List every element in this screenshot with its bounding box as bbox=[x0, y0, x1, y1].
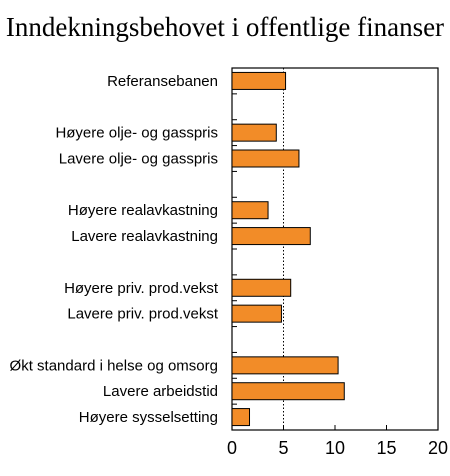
x-tick-label: 5 bbox=[278, 438, 288, 458]
bar bbox=[231, 71, 287, 90]
bar bbox=[231, 123, 277, 142]
category-label: Lavere arbeidstid bbox=[103, 383, 218, 400]
bar bbox=[231, 304, 282, 323]
category-label: Høyere priv. prod.vekst bbox=[64, 280, 219, 297]
bar bbox=[231, 408, 251, 427]
x-tick-label: 10 bbox=[325, 438, 345, 458]
x-tick-label: 15 bbox=[376, 438, 396, 458]
x-tick-label: 0 bbox=[227, 438, 237, 458]
chart-title: Inndekningsbehovet i offentlige finanser bbox=[6, 12, 444, 42]
bar bbox=[231, 278, 292, 297]
category-label: Lavere realavkastning bbox=[71, 228, 218, 245]
category-label: Høyere sysselsetting bbox=[79, 409, 218, 426]
category-label: Høyere olje- og gasspris bbox=[55, 125, 218, 142]
bar bbox=[231, 227, 311, 246]
category-label: Lavere olje- og gasspris bbox=[59, 151, 218, 168]
bar bbox=[231, 201, 269, 220]
bar bbox=[231, 356, 339, 375]
x-tick-label: 20 bbox=[428, 438, 448, 458]
category-label: Lavere priv. prod.vekst bbox=[67, 306, 218, 323]
category-label: Referansebanen bbox=[107, 73, 218, 90]
category-label: Økt standard i helse og omsorg bbox=[10, 357, 218, 374]
category-label: Høyere realavkastning bbox=[68, 202, 218, 219]
bar bbox=[231, 382, 345, 401]
plot-area-frame bbox=[231, 67, 439, 431]
bar bbox=[231, 149, 300, 168]
